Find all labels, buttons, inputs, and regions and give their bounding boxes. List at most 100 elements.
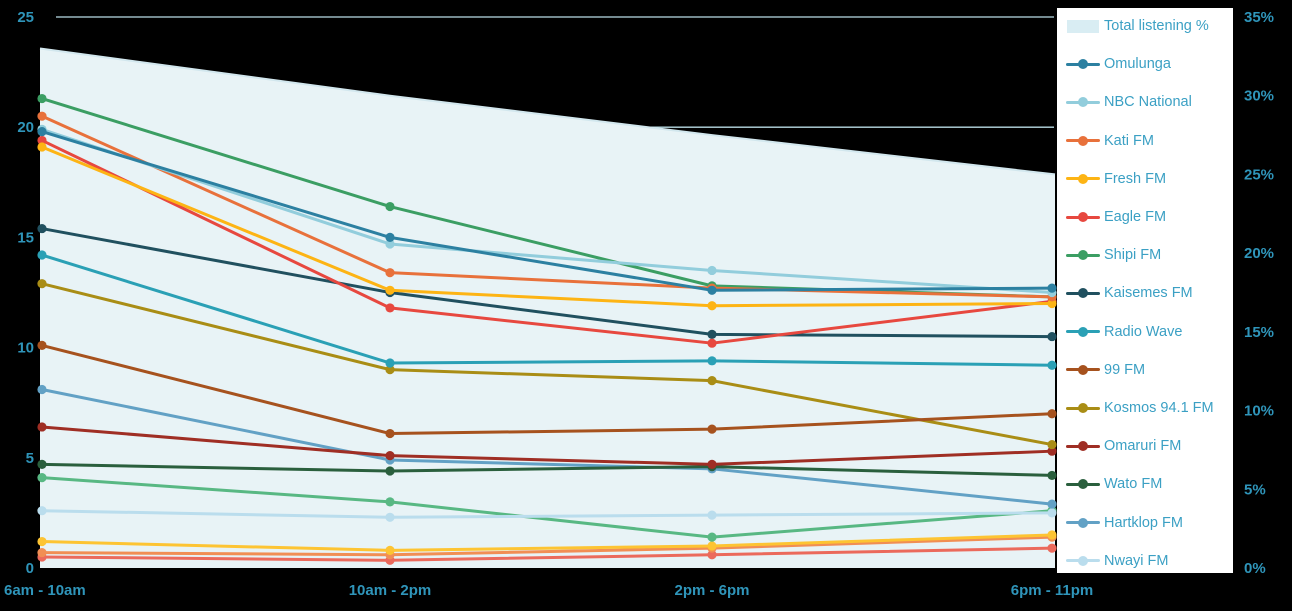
legend-item-kaisemes-fm[interactable]: Kaisemes FM [1065, 282, 1193, 304]
legend-item-eagle-fm[interactable]: Eagle FM [1065, 206, 1166, 228]
data-point[interactable] [707, 459, 717, 470]
x-axis-label: 2pm - 6pm [674, 582, 749, 599]
data-point[interactable] [385, 450, 395, 461]
right-axis-tick: 5% [1244, 481, 1266, 498]
legend-label: Fresh FM [1104, 170, 1167, 187]
legend-item-kosmos-94-1-fm[interactable]: Kosmos 94.1 FM [1065, 397, 1214, 419]
legend-item-wato-fm[interactable]: Wato FM [1065, 473, 1162, 495]
data-point[interactable] [385, 232, 395, 242]
legend-item-fresh-fm[interactable]: Fresh FM [1065, 168, 1166, 190]
right-axis-tick: 30% [1244, 88, 1274, 105]
data-point[interactable] [707, 510, 717, 520]
data-point[interactable] [707, 532, 717, 542]
data-point[interactable] [707, 338, 717, 348]
legend-item-radio-wave[interactable]: Radio Wave [1065, 321, 1182, 343]
data-point[interactable] [385, 365, 395, 375]
line-dot-icon [1065, 250, 1101, 261]
right-axis-tick: 20% [1244, 245, 1274, 262]
series-line-nbc-national [40, 127, 1054, 294]
data-point[interactable] [707, 356, 717, 366]
legend-item-omulunga[interactable]: Omulunga [1065, 53, 1171, 75]
data-point[interactable] [1047, 543, 1057, 553]
series-line-wato-fm [40, 462, 1054, 477]
data-point[interactable] [37, 536, 47, 547]
data-point[interactable] [37, 547, 47, 558]
data-point[interactable] [37, 459, 47, 470]
data-point[interactable] [385, 512, 395, 522]
legend-label: NBC National [1104, 94, 1192, 111]
x-axis-label: 10am - 2pm [349, 582, 432, 599]
data-point[interactable] [1047, 409, 1057, 419]
data-point[interactable] [37, 111, 47, 121]
series-line-unlabeled [40, 533, 1054, 552]
data-point[interactable] [385, 358, 395, 368]
legend-item-omaruri-fm[interactable]: Omaruri FM [1065, 435, 1181, 457]
data-point[interactable] [385, 303, 395, 313]
right-axis-tick: 25% [1244, 166, 1274, 183]
data-point[interactable] [707, 550, 717, 560]
line-dot-icon [1065, 173, 1101, 184]
line-dot-icon [1065, 555, 1101, 566]
data-point[interactable] [37, 250, 47, 260]
left-axis-tick: 0 [26, 560, 34, 577]
total-listening-area-edge [39, 47, 1056, 176]
legend-label: Kosmos 94.1 FM [1104, 400, 1214, 416]
legend-label: Shipi FM [1104, 247, 1162, 264]
legend-item-nwayi-fm[interactable]: Nwayi FM [1065, 550, 1168, 572]
data-point[interactable] [37, 506, 47, 516]
data-point[interactable] [1047, 530, 1057, 540]
legend-item-nbc-national[interactable]: NBC National [1065, 91, 1192, 113]
data-point[interactable] [385, 428, 395, 439]
data-point[interactable] [1047, 470, 1057, 481]
data-point[interactable] [385, 268, 395, 278]
data-point[interactable] [707, 424, 717, 434]
legend-item-hartklop-fm[interactable]: Hartklop FM [1065, 512, 1183, 534]
data-point[interactable] [385, 239, 395, 249]
data-point[interactable] [707, 301, 717, 311]
data-point[interactable] [37, 127, 47, 137]
data-point[interactable] [385, 497, 395, 507]
legend-key-dot [1078, 288, 1088, 299]
legend-label: Total listening % [1104, 18, 1209, 34]
data-point[interactable] [1047, 508, 1057, 518]
data-point[interactable] [707, 376, 717, 386]
data-point[interactable] [1047, 331, 1057, 342]
data-point[interactable] [37, 340, 47, 350]
data-point[interactable] [37, 93, 47, 104]
legend-label: Omulunga [1104, 56, 1171, 73]
series-line-fresh-fm [40, 145, 1054, 308]
legend-key-dot [1078, 97, 1088, 108]
right-axis-tick: 10% [1244, 403, 1274, 420]
data-point[interactable] [37, 135, 47, 146]
data-point[interactable] [385, 285, 395, 295]
series-line-omaruri-fm [40, 425, 1054, 466]
data-point[interactable] [1047, 360, 1057, 370]
line-dot-icon [1065, 288, 1101, 299]
right-axis-tick: 15% [1244, 324, 1274, 341]
data-point[interactable] [385, 545, 395, 555]
data-point[interactable] [1047, 283, 1057, 293]
data-point[interactable] [37, 422, 47, 432]
legend-item-kati-fm[interactable]: Kati FM [1065, 130, 1154, 152]
legend-item-99-fm[interactable]: 99 FM [1065, 359, 1145, 381]
data-point[interactable] [385, 466, 395, 476]
legend-item-shipi-fm[interactable]: Shipi FM [1065, 244, 1161, 266]
legend-item-total-listening-[interactable]: Total listening % [1065, 15, 1209, 37]
data-point[interactable] [37, 223, 47, 234]
data-point[interactable] [707, 541, 717, 551]
legend-label: Kati FM [1104, 132, 1154, 149]
data-point[interactable] [37, 142, 47, 152]
data-point[interactable] [707, 329, 717, 339]
data-point[interactable] [385, 201, 395, 212]
data-point[interactable] [1047, 439, 1057, 450]
data-point[interactable] [37, 279, 47, 289]
left-axis-tick: 20 [17, 119, 34, 136]
data-point[interactable] [1047, 298, 1057, 309]
data-point[interactable] [37, 473, 47, 483]
data-point[interactable] [37, 384, 47, 395]
data-point[interactable] [1047, 499, 1057, 509]
data-point[interactable] [1047, 446, 1057, 456]
data-point[interactable] [707, 285, 717, 295]
data-point[interactable] [707, 265, 717, 276]
